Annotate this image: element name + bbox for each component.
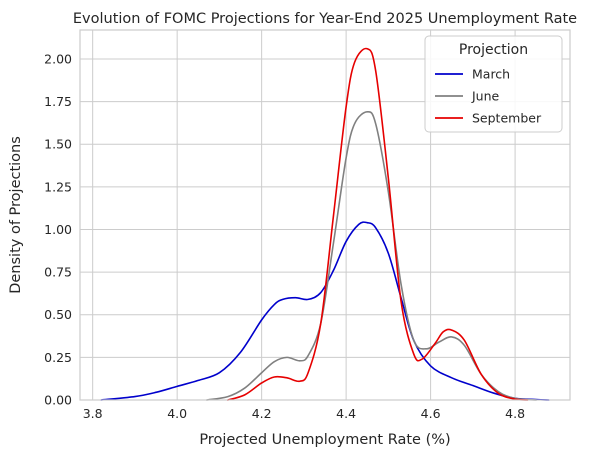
- legend-box: [424, 35, 563, 133]
- legend-label-september: September: [472, 111, 542, 126]
- legend-label-june: June: [471, 89, 500, 104]
- x-tick-label: 4.0: [167, 406, 187, 421]
- y-axis-label: Density of Projections: [8, 136, 24, 294]
- y-tick-label: 1.75: [44, 94, 72, 109]
- x-axis-label: Projected Unemployment Rate (%): [199, 432, 450, 448]
- series-line-september: [227, 47, 529, 401]
- series-lines: [100, 47, 550, 401]
- x-tick-label: 4.4: [336, 406, 356, 421]
- legend-title: Projection: [459, 42, 528, 58]
- chart-title: Evolution of FOMC Projections for Year-E…: [73, 11, 577, 27]
- y-tick-label: 0.75: [44, 265, 72, 280]
- legend: Projection March June September: [424, 35, 563, 133]
- y-tick-label: 1.50: [44, 137, 72, 152]
- series-line-march: [100, 221, 550, 401]
- x-tick-labels: 3.8 4.0 4.2 4.4 4.6 4.8: [83, 406, 525, 421]
- y-tick-label: 2.00: [44, 51, 72, 66]
- y-tick-label: 0.25: [44, 350, 72, 365]
- series-line-june: [205, 111, 538, 401]
- legend-items: March June September: [435, 67, 542, 126]
- x-tick-label: 4.6: [421, 406, 441, 421]
- y-tick-label: 0.50: [44, 307, 72, 322]
- y-tick-label: 1.25: [44, 179, 72, 194]
- x-tick-label: 3.8: [83, 406, 103, 421]
- y-tick-label: 1.00: [44, 222, 72, 237]
- legend-label-march: March: [472, 67, 510, 82]
- x-tick-label: 4.8: [505, 406, 525, 421]
- x-tick-label: 4.2: [252, 406, 272, 421]
- plot-frame: [79, 29, 571, 401]
- y-tick-label: 0.00: [44, 393, 72, 408]
- y-tick-labels: 0.00 0.25 0.50 0.75 1.00 1.25 1.50 1.75 2.00: [44, 51, 72, 407]
